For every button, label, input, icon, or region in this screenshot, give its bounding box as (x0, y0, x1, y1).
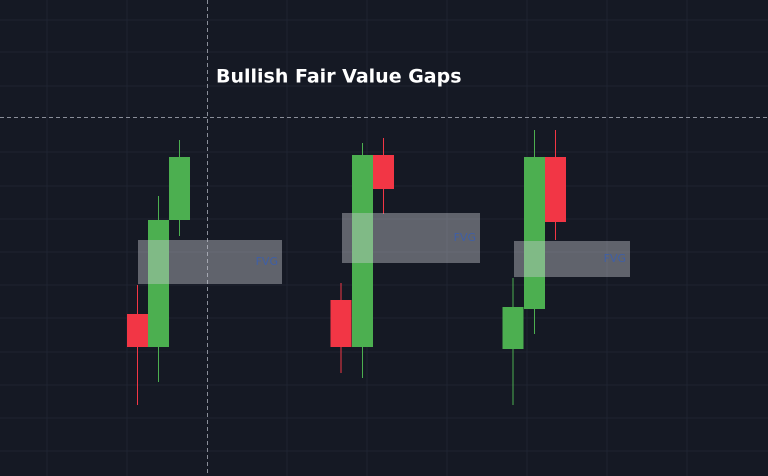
candle-body (524, 157, 545, 309)
fvg-label: FVG (604, 252, 626, 265)
candle-body (352, 155, 373, 347)
candle-body (330, 300, 352, 347)
candle-body (127, 314, 148, 347)
chart-title: Bullish Fair Value Gaps (216, 66, 462, 88)
candle-body (373, 155, 394, 189)
fvg-label: FVG (454, 231, 476, 244)
fvg-label: FVG (256, 255, 278, 268)
fvg-box (514, 241, 630, 277)
fvg-box (138, 240, 282, 284)
fvg-box (342, 213, 480, 263)
candle-body (502, 307, 524, 349)
candle-body (169, 157, 190, 220)
candle-body (545, 157, 566, 222)
candle-body (148, 220, 169, 347)
